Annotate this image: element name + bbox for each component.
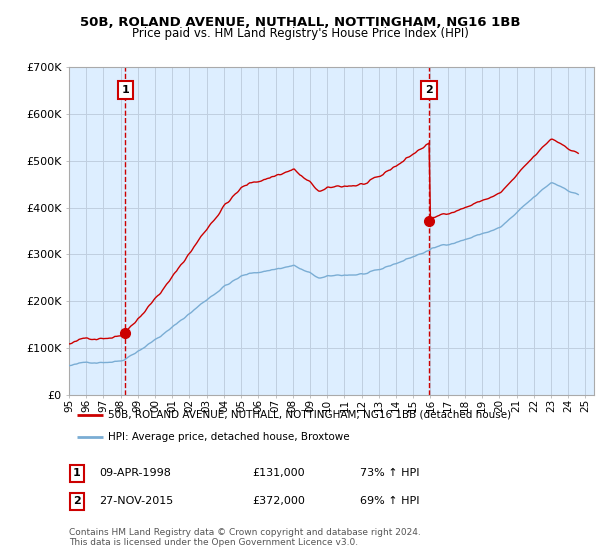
Text: 2: 2 bbox=[73, 496, 80, 506]
Text: Contains HM Land Registry data © Crown copyright and database right 2024.
This d: Contains HM Land Registry data © Crown c… bbox=[69, 528, 421, 547]
Text: 50B, ROLAND AVENUE, NUTHALL, NOTTINGHAM, NG16 1BB: 50B, ROLAND AVENUE, NUTHALL, NOTTINGHAM,… bbox=[80, 16, 520, 29]
Text: £372,000: £372,000 bbox=[252, 496, 305, 506]
Text: 1: 1 bbox=[73, 468, 80, 478]
Text: 50B, ROLAND AVENUE, NUTHALL, NOTTINGHAM, NG16 1BB (detached house): 50B, ROLAND AVENUE, NUTHALL, NOTTINGHAM,… bbox=[109, 410, 511, 420]
Text: 09-APR-1998: 09-APR-1998 bbox=[99, 468, 171, 478]
Text: Price paid vs. HM Land Registry's House Price Index (HPI): Price paid vs. HM Land Registry's House … bbox=[131, 27, 469, 40]
Text: 69% ↑ HPI: 69% ↑ HPI bbox=[360, 496, 419, 506]
Text: 1: 1 bbox=[121, 85, 129, 95]
Text: 2: 2 bbox=[425, 85, 433, 95]
Text: 27-NOV-2015: 27-NOV-2015 bbox=[99, 496, 173, 506]
Text: 73% ↑ HPI: 73% ↑ HPI bbox=[360, 468, 419, 478]
Text: HPI: Average price, detached house, Broxtowe: HPI: Average price, detached house, Brox… bbox=[109, 432, 350, 442]
Text: £131,000: £131,000 bbox=[252, 468, 305, 478]
